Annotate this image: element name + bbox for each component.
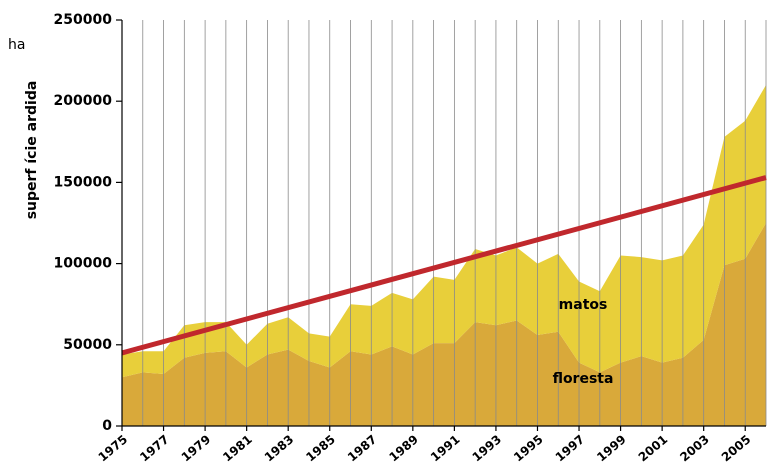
x-tick-label: 1987: [345, 432, 380, 464]
y-unit: ha: [8, 37, 25, 53]
x-tick-label: 1995: [511, 432, 546, 464]
y-axis-title: superf ície ardida: [24, 81, 40, 220]
x-tick-label: 2001: [636, 432, 671, 464]
x-tick-label: 1999: [594, 432, 629, 464]
area: [122, 84, 766, 378]
y-tick-label: 200000: [54, 93, 113, 109]
trend-line: [121, 175, 767, 356]
y-tick-label: 100000: [54, 256, 113, 272]
x-tick-label: 1997: [553, 432, 588, 464]
x-tick-label: 1991: [428, 432, 463, 464]
y-tick-label: 50000: [63, 337, 112, 353]
y-tick-label: 250000: [54, 12, 113, 28]
x-tick-label: 1985: [303, 432, 338, 464]
area-label: matos: [559, 297, 608, 313]
x-tick-label: 2005: [719, 432, 754, 464]
x-tick-label: 2003: [677, 432, 712, 464]
x-tick-label: 1989: [386, 432, 421, 464]
x-tick-label: 1993: [470, 432, 505, 464]
x-tick-label: 1975: [96, 432, 131, 464]
x-tick-label: 1979: [179, 432, 214, 464]
area: [122, 223, 766, 426]
x-tick-label: 1981: [220, 432, 255, 464]
x-tick-label: 1977: [137, 432, 172, 464]
area-label: floresta: [553, 371, 614, 387]
x-tick-label: 1983: [262, 432, 297, 464]
y-tick-label: 150000: [54, 174, 113, 190]
y-tick-label: 0: [102, 418, 112, 434]
